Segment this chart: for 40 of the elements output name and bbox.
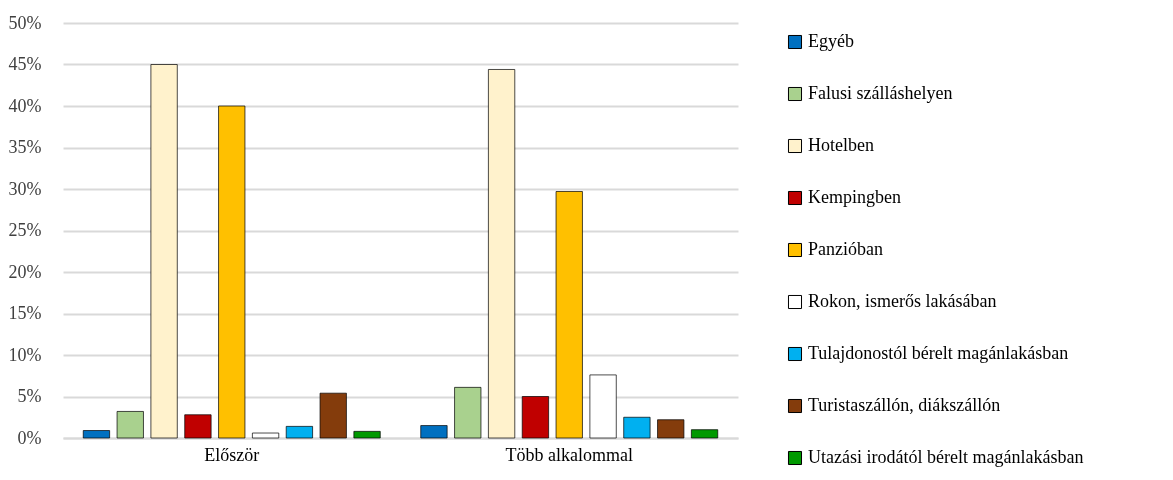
legend-label: Rokon, ismerős lakásában — [808, 291, 997, 311]
y-tick-label: 35% — [8, 137, 42, 157]
bar — [690, 429, 719, 439]
bar — [487, 68, 516, 439]
bar — [353, 430, 381, 439]
legend-label: Panzióban — [808, 239, 883, 259]
bar — [251, 432, 280, 439]
bar — [319, 392, 347, 439]
legend-label: Egyéb — [808, 31, 854, 51]
bar — [285, 425, 314, 439]
y-tick-label: 50% — [8, 12, 42, 33]
y-tick-label: 15% — [8, 303, 42, 323]
bar — [657, 419, 685, 439]
legend-label: Tulajdonostól bérelt magánlakásban — [808, 343, 1069, 363]
y-tick-label: 40% — [8, 95, 42, 116]
legend-label: Turistaszállón, diákszállón — [808, 395, 1001, 415]
y-tick-label: 25% — [8, 220, 42, 240]
bar — [184, 414, 212, 439]
bar — [420, 425, 448, 439]
y-tick-label: 0% — [17, 427, 42, 448]
bar — [454, 386, 482, 439]
x-tick-label: Először — [204, 444, 260, 465]
y-tick-label: 45% — [8, 54, 42, 74]
bar — [150, 64, 178, 439]
y-tick-label: 5% — [17, 386, 42, 406]
y-tick-label: 10% — [8, 344, 42, 365]
bar — [521, 396, 550, 439]
x-tick-label: Több alkalommal — [505, 444, 633, 465]
legend-label: Hotelben — [808, 135, 874, 155]
y-tick-label: 30% — [8, 178, 42, 199]
bar — [218, 105, 246, 439]
legend-label: Kempingben — [808, 187, 901, 207]
y-tick-label: 20% — [8, 261, 42, 282]
bar — [589, 374, 617, 439]
bar — [555, 190, 583, 439]
legend-label: Utazási irodától bérelt magánlakásban — [808, 447, 1084, 467]
bar — [116, 410, 144, 439]
legend-label: Falusi szálláshelyen — [808, 83, 953, 103]
bar — [82, 430, 111, 439]
bar — [623, 416, 651, 439]
